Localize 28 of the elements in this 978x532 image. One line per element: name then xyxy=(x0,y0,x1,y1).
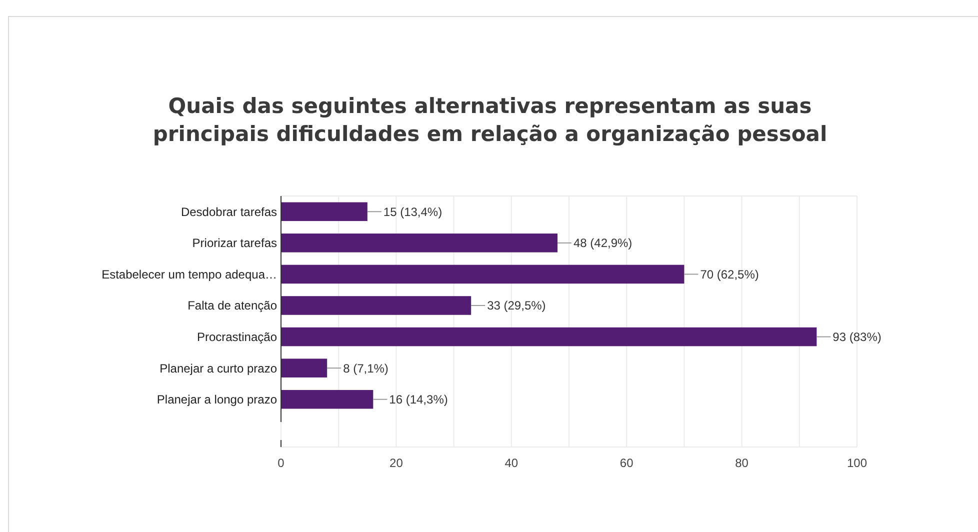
bar xyxy=(281,234,558,252)
data-label: 48 (42,9%) xyxy=(573,236,632,250)
bar xyxy=(281,296,472,315)
data-label: 16 (14,3%) xyxy=(389,392,448,407)
bar xyxy=(281,358,328,378)
y-tick-label: Procrastinação xyxy=(196,330,278,344)
y-tick-label: Estabelecer um tempo adequa… xyxy=(102,267,277,282)
x-tick-label: 100 xyxy=(846,456,868,470)
x-tick-label: 20 xyxy=(390,456,404,470)
x-tick-label: 40 xyxy=(504,456,518,470)
x-tick-label: 0 xyxy=(278,456,285,470)
bar xyxy=(281,327,817,346)
chart-title: Quais das seguintes alternativas representam as suas principais dificuldades em relação a organização pessoal xyxy=(152,94,828,146)
data-label: 15 (13,4%) xyxy=(383,204,442,219)
bar xyxy=(281,390,374,409)
x-tick-label: 60 xyxy=(620,456,634,470)
y-tick-label: Priorizar tarefas xyxy=(192,236,277,250)
bar xyxy=(281,202,368,222)
data-label: 8 (7,1%) xyxy=(343,361,388,376)
x-tick-label: 80 xyxy=(735,456,749,470)
y-tick-label: Planejar a curto prazo xyxy=(160,361,278,376)
bar xyxy=(281,264,684,284)
y-tick-label: Planejar a longo prazo xyxy=(156,392,278,407)
data-label: 93 (83%) xyxy=(832,330,882,344)
data-label: 33 (29,5%) xyxy=(487,298,546,313)
y-tick-label: Falta de atenção xyxy=(188,298,278,313)
data-label: 70 (62,5%) xyxy=(700,267,759,282)
y-tick-label: Desdobrar tarefas xyxy=(180,204,277,219)
